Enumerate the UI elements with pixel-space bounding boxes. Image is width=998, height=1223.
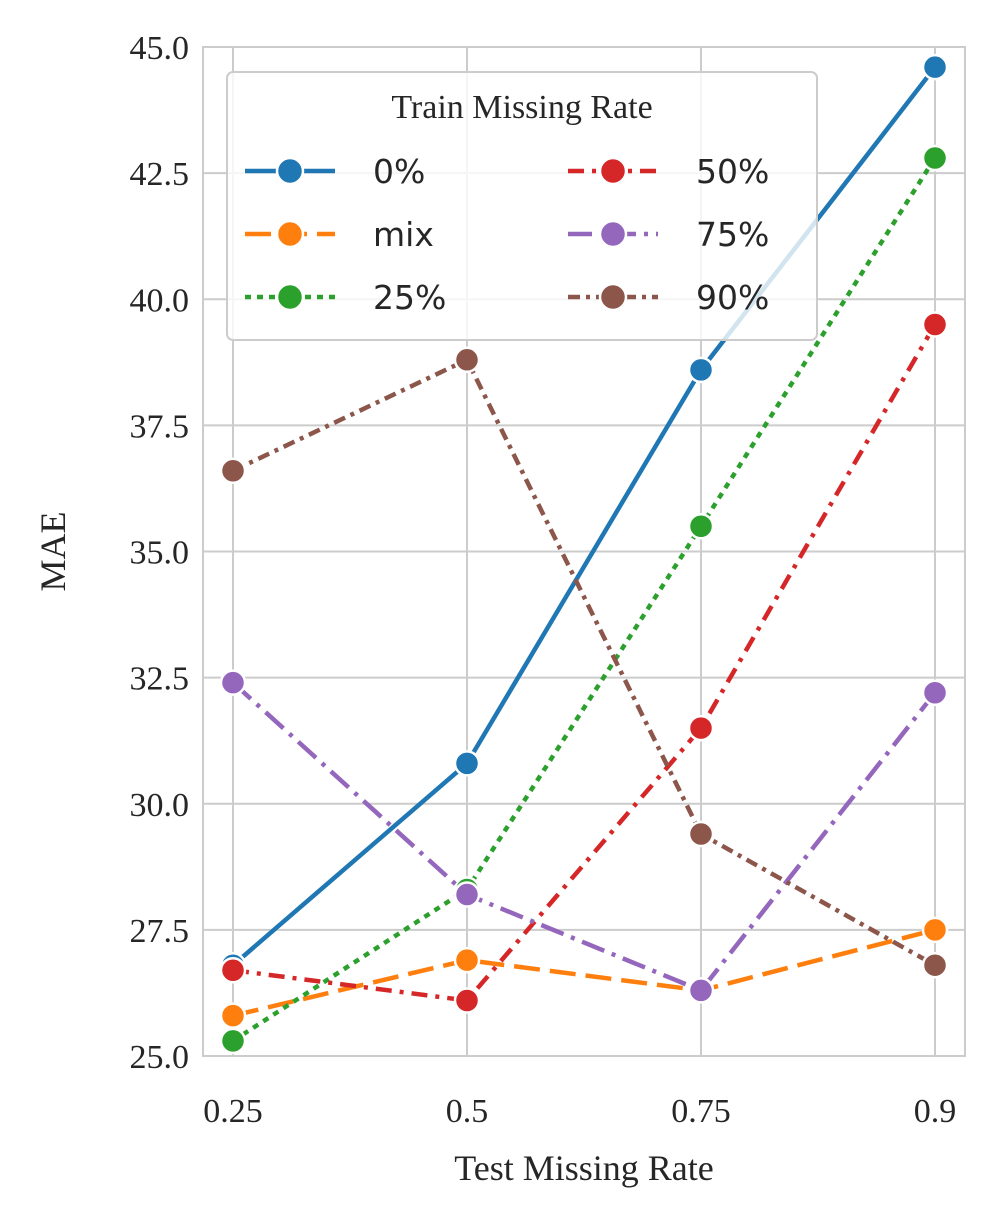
legend-item: mix bbox=[245, 215, 434, 254]
data-point bbox=[687, 356, 715, 384]
data-point bbox=[921, 144, 949, 172]
y-tick-label: 40.0 bbox=[130, 282, 190, 319]
data-point bbox=[219, 956, 247, 984]
data-point bbox=[219, 457, 247, 485]
legend-item: 0% bbox=[245, 152, 425, 191]
x-tick-label: 0.75 bbox=[671, 1093, 731, 1130]
y-tick-label: 27.5 bbox=[130, 913, 190, 950]
data-point bbox=[921, 951, 949, 979]
data-point bbox=[687, 820, 715, 848]
data-point bbox=[687, 977, 715, 1004]
x-tick-label: 0.25 bbox=[203, 1093, 263, 1130]
y-tick-label: 37.5 bbox=[130, 408, 190, 445]
legend: Train Missing Rate 0% mix 25% 50% 75% 90% bbox=[226, 71, 818, 341]
legend-label: mix bbox=[373, 215, 434, 254]
data-point bbox=[453, 750, 481, 777]
data-point bbox=[921, 679, 949, 707]
legend-label: 50% bbox=[696, 152, 769, 191]
series-75pct bbox=[219, 669, 949, 1004]
legend-title: Train Missing Rate bbox=[391, 89, 652, 126]
legend-swatch-marker bbox=[598, 219, 628, 249]
y-tick-label: 30.0 bbox=[130, 787, 190, 824]
series-group bbox=[219, 53, 949, 1055]
series-line bbox=[232, 357, 937, 968]
y-tick-label: 35.0 bbox=[130, 535, 190, 572]
legend-label: 75% bbox=[696, 215, 769, 254]
data-point bbox=[453, 346, 481, 374]
data-point bbox=[453, 881, 481, 908]
legend-label: 90% bbox=[696, 278, 769, 317]
legend-label: 0% bbox=[373, 152, 425, 191]
y-tick-label: 45.0 bbox=[130, 30, 190, 67]
data-point bbox=[687, 513, 715, 540]
data-point bbox=[921, 916, 949, 944]
series-line bbox=[232, 323, 937, 1003]
series-line bbox=[231, 681, 937, 993]
data-point bbox=[219, 669, 247, 696]
data-point bbox=[453, 946, 481, 974]
y-tick-label: 42.5 bbox=[130, 156, 190, 193]
series-mix bbox=[219, 916, 949, 1029]
y-axis-ticks: 25.0 27.5 30.0 32.5 35.0 37.5 40.0 42.5 45.0 bbox=[130, 30, 190, 1076]
plot-frame bbox=[202, 46, 966, 1057]
legend-item: 50% bbox=[568, 152, 769, 191]
data-point bbox=[687, 714, 715, 742]
series-90pct bbox=[219, 346, 949, 979]
x-tick-label: 0.5 bbox=[446, 1093, 489, 1130]
legend-swatch-marker bbox=[598, 282, 628, 312]
series-line bbox=[232, 927, 936, 1018]
legend-swatch-marker bbox=[598, 156, 628, 186]
series-50pct bbox=[219, 311, 949, 1014]
x-axis-label: Test Missing Rate bbox=[454, 1148, 713, 1188]
data-point bbox=[219, 1027, 247, 1055]
data-point bbox=[921, 311, 949, 338]
legend-swatch-marker bbox=[275, 282, 305, 312]
data-point bbox=[453, 987, 481, 1014]
legend-item: 25% bbox=[245, 278, 446, 317]
legend-swatch-marker bbox=[275, 156, 305, 186]
y-tick-label: 25.0 bbox=[130, 1039, 190, 1076]
series-line bbox=[231, 156, 937, 1043]
legend-item: 90% bbox=[568, 278, 769, 317]
legend-label: 25% bbox=[373, 278, 446, 317]
legend-swatch-marker bbox=[275, 219, 305, 249]
y-axis-label: MAE bbox=[33, 512, 73, 592]
legend-item: 75% bbox=[568, 215, 769, 254]
x-tick-label: 0.9 bbox=[914, 1093, 957, 1130]
legend-box bbox=[226, 71, 818, 341]
data-point bbox=[219, 1002, 247, 1029]
x-axis-ticks: 0.25 0.5 0.75 0.9 bbox=[203, 1093, 956, 1130]
data-point bbox=[921, 53, 949, 81]
y-tick-label: 32.5 bbox=[130, 661, 190, 698]
